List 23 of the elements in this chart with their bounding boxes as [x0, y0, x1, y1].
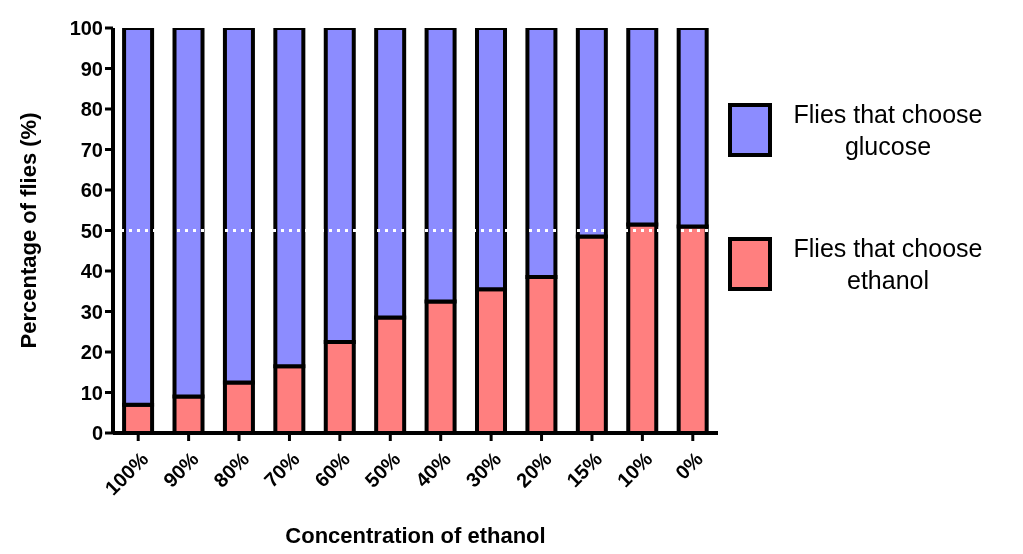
y-tick-label: 100 — [69, 17, 103, 40]
y-tick-label: 40 — [80, 260, 103, 283]
legend-label: Flies that choose glucose — [792, 99, 984, 162]
x-tick-label: 50% — [360, 447, 405, 492]
y-tick-label: 30 — [80, 300, 103, 323]
x-tick-label: 0% — [670, 447, 708, 484]
x-tick-label: 60% — [310, 447, 355, 492]
x-tick-label: 30% — [461, 447, 506, 492]
x-axis-title: Concentration of ethanol — [285, 523, 546, 548]
y-tick-label: 20 — [80, 341, 103, 364]
y-tick-label: 80 — [80, 98, 103, 121]
y-tick-label: 70 — [80, 138, 103, 161]
y-tick-label: 60 — [80, 179, 103, 202]
y-tick-label: 90 — [80, 57, 103, 80]
x-tick-label: 80% — [209, 447, 254, 492]
y-tick-label: 10 — [80, 381, 103, 404]
x-tick-label: 70% — [259, 447, 304, 492]
y-axis-title: Percentage of flies (%) — [15, 112, 41, 349]
x-tick-label: 90% — [158, 447, 203, 492]
x-tick-label: 40% — [410, 447, 455, 492]
y-tick-label: 0 — [91, 422, 103, 445]
y-tick-label: 50 — [80, 219, 103, 242]
legend-label: Flies that choose ethanol — [792, 233, 984, 296]
